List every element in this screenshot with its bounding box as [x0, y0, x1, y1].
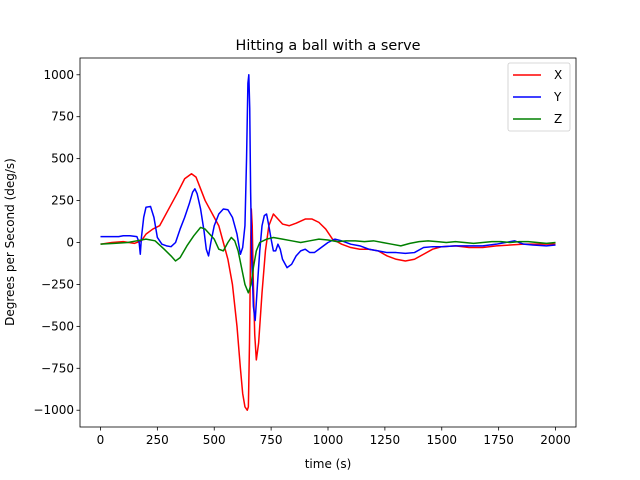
legend-label-y: Y: [553, 90, 562, 104]
x-tick-label: 750: [260, 433, 283, 447]
x-axis-label: time (s): [305, 457, 352, 471]
x-tick-label: 1000: [313, 433, 344, 447]
y-tick-label: 250: [51, 194, 74, 208]
y-tick-label: −500: [41, 319, 74, 333]
legend: XYZ: [507, 62, 571, 132]
legend-label-z: Z: [554, 112, 562, 126]
x-tick-label: 1500: [426, 433, 457, 447]
chart-title: Hitting a ball with a serve: [236, 38, 421, 54]
x-axis-ticks: 0 250 500 750 1000 1250 1500 1750 2000: [97, 427, 571, 447]
x-tick-label: 500: [203, 433, 226, 447]
y-tick-label: −1000: [33, 403, 74, 417]
legend-label-x: X: [554, 68, 562, 82]
y-axis-ticks: −1000 −750 −500 −250 0 250 500 750 1000: [33, 68, 80, 417]
y-tick-label: 1000: [43, 68, 74, 82]
y-axis-label: Degrees per Second (deg/s): [3, 158, 17, 326]
y-tick-label: 0: [66, 236, 74, 250]
y-tick-label: −750: [41, 361, 74, 375]
series-line-y: [100, 74, 556, 322]
x-tick-label: 0: [97, 433, 105, 447]
series-layer: [100, 74, 556, 411]
y-tick-label: 500: [51, 152, 74, 166]
series-line-z: [100, 226, 556, 294]
x-tick-label: 1750: [483, 433, 514, 447]
y-tick-label: 750: [51, 110, 74, 124]
x-tick-label: 1250: [370, 433, 401, 447]
x-tick-label: 2000: [540, 433, 571, 447]
x-tick-label: 250: [146, 433, 169, 447]
series-line-x: [100, 172, 556, 411]
y-tick-label: −250: [41, 277, 74, 291]
